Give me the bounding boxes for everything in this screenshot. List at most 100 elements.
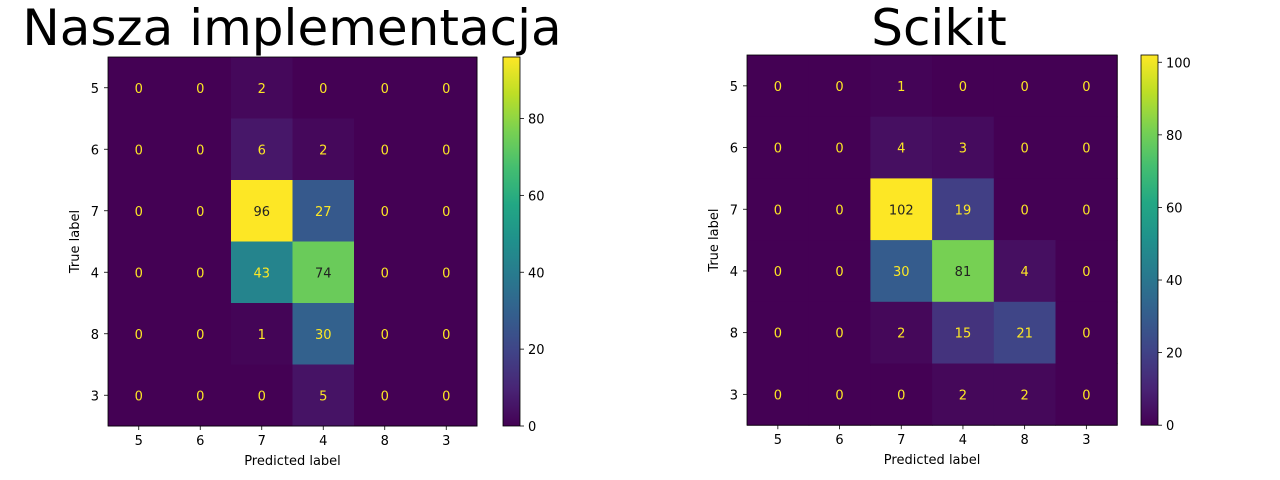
heatmap-cell <box>932 240 995 303</box>
cell-value-label: 2 <box>319 143 327 158</box>
heatmap-cell <box>870 363 933 426</box>
heatmap-cell <box>354 364 416 427</box>
colorbar-tick-label: 60 <box>528 189 545 204</box>
heatmap-svg: 0 0 2 0 0 00 0 6 2 0 00 0 96 27 0 00 0 43 74 0 00 0 1 30 0 00 0 0 5 0… <box>68 56 545 469</box>
colorbar-tick-label: 80 <box>528 113 545 128</box>
y-tick-label: 3 <box>91 389 99 404</box>
colorbar <box>1140 54 1159 426</box>
x-tick-label: 8 <box>381 434 389 449</box>
heatmap-cell <box>169 118 232 181</box>
colorbar-tick-label: 80 <box>1166 129 1183 144</box>
cell-value-label: 30 <box>893 265 910 280</box>
colorbar-tick-label: 40 <box>528 266 545 281</box>
cell-value-label: 0 <box>835 327 843 342</box>
cell-value-label: 0 <box>196 328 204 343</box>
cell-value-label: 2 <box>1021 388 1029 403</box>
heatmap-svg: 0 0 1 0 0 00 0 4 3 0 00 0 102 19 0 00 0 30 81 4 00 0 2 15 21 00 0 0… <box>707 54 1191 468</box>
cell-value-label: 0 <box>442 82 450 97</box>
x-tick-label: 4 <box>319 434 327 449</box>
cell-value-label: 0 <box>135 266 143 281</box>
cell-value-label: 0 <box>1082 142 1090 157</box>
cell-value-label: 0 <box>959 80 967 95</box>
cell-value-label: 0 <box>381 328 389 343</box>
cell-value-label: 0 <box>774 388 782 403</box>
cell-value-label: 19 <box>955 203 972 218</box>
cell-value-label: 0 <box>381 82 389 97</box>
heatmap-cell <box>932 55 995 118</box>
cell-value-label: 4 <box>897 142 905 157</box>
cell-value-label: 74 <box>315 266 332 281</box>
heatmap-cell <box>870 301 933 364</box>
heatmap-cell <box>808 301 871 364</box>
heatmap-cell <box>354 118 416 181</box>
cell-value-label: 1 <box>897 80 905 95</box>
cell-value-label: 0 <box>196 143 204 158</box>
cell-value-label: 0 <box>774 203 782 218</box>
heatmap-cell <box>870 178 933 241</box>
heatmap-cell <box>808 240 871 303</box>
x-tick-label: 7 <box>897 433 905 448</box>
cell-value-label: 0 <box>381 266 389 281</box>
cell-value-label: 0 <box>442 143 450 158</box>
x-tick-label: 4 <box>959 433 967 448</box>
heatmap-cell <box>354 57 416 119</box>
heatmap-cell <box>932 116 995 179</box>
heatmap-cell <box>747 178 810 241</box>
cell-value-label: 0 <box>835 203 843 218</box>
heatmap-cell <box>415 57 478 119</box>
cell-value-label: 0 <box>196 266 204 281</box>
heatmap-cell <box>292 180 355 242</box>
cell-value-label: 0 <box>196 205 204 220</box>
y-tick-label: 7 <box>91 205 99 220</box>
cell-value-label: 15 <box>955 327 972 342</box>
y-tick-label: 3 <box>730 388 738 403</box>
colorbar-tick-label: 100 <box>1166 56 1191 71</box>
colorbar-tick-label: 0 <box>528 420 536 435</box>
x-tick-label: 8 <box>1021 433 1029 448</box>
cell-value-label: 0 <box>1082 265 1090 280</box>
chart-title: Nasza implementacja <box>22 0 562 57</box>
heatmap-cell <box>169 303 232 365</box>
heatmap-cell <box>1055 116 1118 179</box>
y-tick-label: 6 <box>730 142 738 157</box>
cell-value-label: 0 <box>442 389 450 404</box>
y-tick-label: 8 <box>730 327 738 342</box>
colorbar-tick-label: 40 <box>1166 274 1183 289</box>
heatmap-cell <box>808 55 871 118</box>
confusion-matrix-ours: Nasza implementacja 0 0 2 0 0 0 0 0 6 2 0 0 0 0 96 27 0 0… <box>0 0 600 480</box>
cell-value-label: 0 <box>835 142 843 157</box>
heatmap-cell <box>747 301 810 364</box>
heatmap-cell <box>1055 301 1118 364</box>
heatmap-cell <box>231 180 293 242</box>
cell-value-label: 0 <box>135 82 143 97</box>
heatmap-cell <box>292 364 355 427</box>
cell-value-label: 0 <box>135 328 143 343</box>
heatmap-cell <box>415 180 478 242</box>
y-tick-label: 5 <box>91 82 99 97</box>
heatmap-cell <box>415 364 478 427</box>
heatmap-cell <box>870 116 933 179</box>
x-tick-label: 5 <box>774 433 782 448</box>
heatmap-cell <box>415 303 478 365</box>
cell-value-label: 0 <box>442 328 450 343</box>
heatmap-cell <box>354 180 416 242</box>
heatmap-cell <box>870 55 933 118</box>
cell-value-label: 0 <box>1082 327 1090 342</box>
cell-value-label: 43 <box>253 266 270 281</box>
x-tick-label: 6 <box>196 434 204 449</box>
cell-value-label: 30 <box>315 328 332 343</box>
heatmap-cell <box>1055 240 1118 303</box>
cell-value-label: 27 <box>315 205 332 220</box>
cell-value-label: 4 <box>1021 265 1029 280</box>
cell-value-label: 0 <box>835 388 843 403</box>
heatmap-cell <box>993 178 1056 241</box>
cell-value-label: 0 <box>1082 203 1090 218</box>
heatmap-cell <box>169 364 232 427</box>
y-tick-label: 6 <box>91 143 99 158</box>
heatmap-cell <box>993 55 1056 118</box>
x-axis-label: Predicted label <box>244 454 341 469</box>
colorbar-tick-label: 60 <box>1166 201 1183 216</box>
plot-frame <box>746 54 1118 426</box>
cell-value-label: 0 <box>1021 203 1029 218</box>
heatmap-cell <box>870 240 933 303</box>
